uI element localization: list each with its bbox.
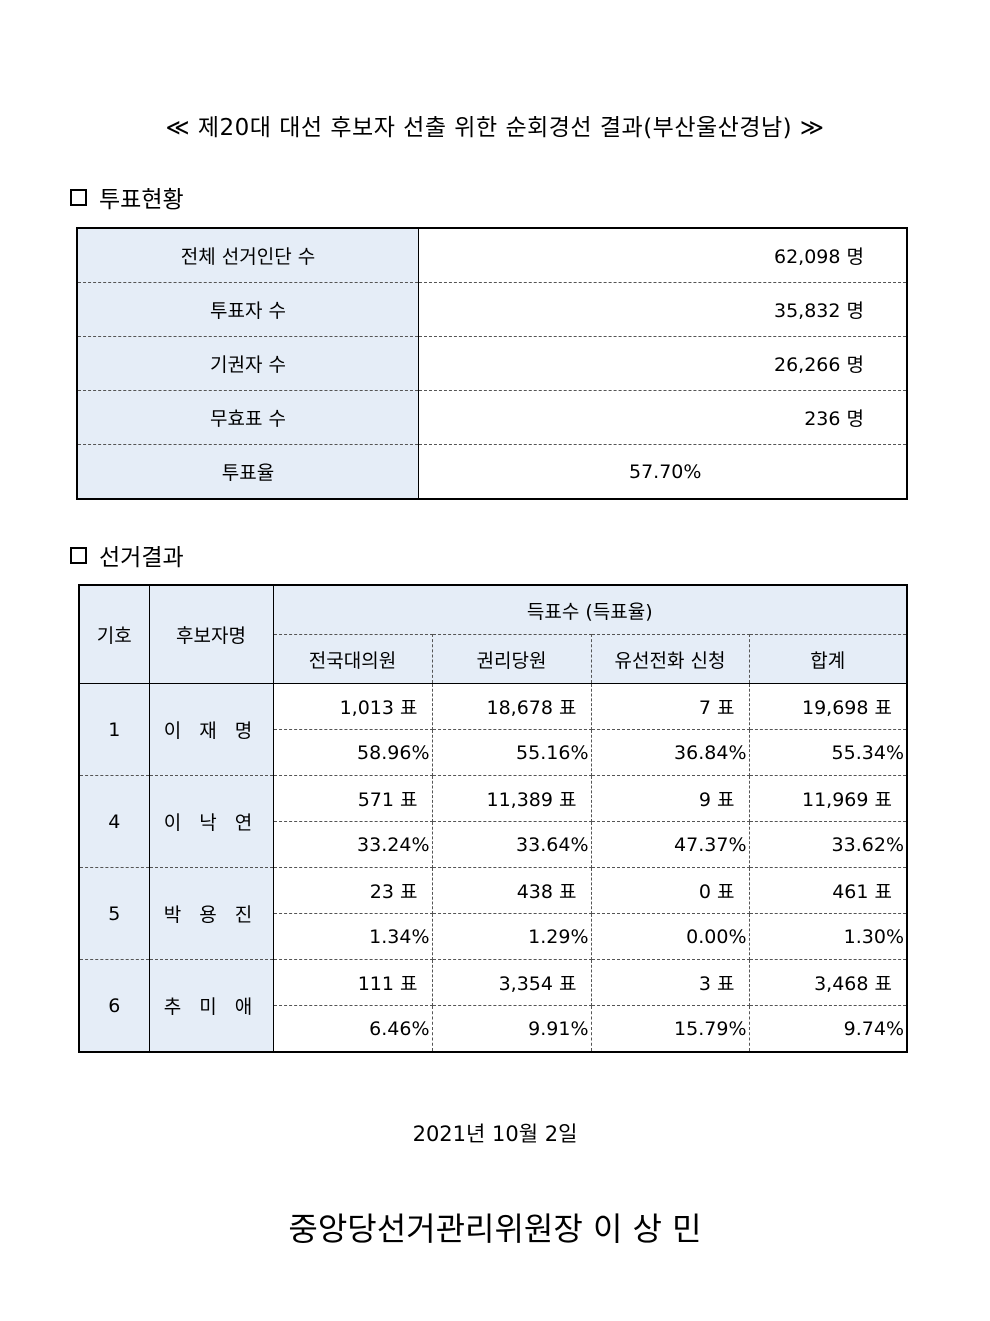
vote-percent: 55.34% [749,729,907,776]
candidate-number: 5 [79,867,150,960]
header-col: 합계 [749,634,907,684]
vote-percent: 6.46% [273,1005,433,1052]
vote-count: 3,354 표 [432,959,592,1006]
vote-count: 571 표 [273,775,433,822]
header-group: 득표수 (득표율) [273,585,907,635]
header-col: 유선전화 신청 [591,634,750,684]
percent-row: 1.34% 1.29% 0.00% 1.30% [79,913,907,960]
vote-percent: 33.24% [273,821,433,868]
vote-count: 18,678 표 [432,683,592,730]
vote-count: 3 표 [591,959,750,1006]
vote-percent: 9.74% [843,1017,904,1040]
candidate-name: 이 재 명 [149,683,274,776]
results-table: 기호 후보자명 득표수 (득표율) 전국대의원 권리당원 유선전화 신청 합계 … [78,584,908,1053]
header-name: 후보자명 [149,585,274,684]
checkbox-square-icon [70,546,87,564]
vote-percent: 55.16% [432,729,592,776]
header-number: 기호 [79,585,150,684]
vote-count: 9 표 [591,775,750,822]
vote-count: 19,698 표 [749,683,907,730]
candidate-number: 6 [79,959,150,1052]
table-row: 무효표 수 236 명 [77,390,907,445]
vote-percent: 33.62% [749,821,907,868]
vote-percent: 1.29% [432,913,592,960]
checkbox-square-icon [70,188,87,206]
candidate-number: 1 [79,683,150,776]
vote-count: 111 표 [273,959,433,1006]
vote-percent: 58.96% [273,729,433,776]
row-value: 236 명 [418,390,907,445]
turnout-table: 전체 선거인단 수 62,098 명 투표자 수 35,832 명 기권자 수 … [76,227,908,500]
vote-count: 7 표 [591,683,750,730]
percent-row: 33.24% 33.64% 47.37% 33.62% [79,821,907,868]
vote-count: 438 표 [432,867,592,914]
table-row: 기권자 수 26,266 명 [77,336,907,391]
signature: 중앙당선거관리위원장 이 상 민 [288,1210,702,1248]
row-value: 35,832 명 [418,282,907,337]
vote-percent: 47.37% [591,821,750,868]
candidate-name: 박 용 진 [149,867,274,960]
document-date: 2021년 10월 2일 [412,1122,578,1146]
row-label: 투표자 수 [77,282,419,337]
header-col: 전국대의원 [273,634,433,684]
vote-percent: 1.30% [749,913,907,960]
vote-count: 0 표 [591,867,750,914]
row-value: 62,098 명 [418,228,907,283]
document-title: ≪ 제20대 대선 후보자 선출 위한 순회경선 결과(부산울산경남) ≫ [165,115,825,141]
vote-count: 11,389 표 [432,775,592,822]
table-row: 투표자 수 35,832 명 [77,282,907,337]
percent-row: 58.96% 55.16% 36.84% 55.34% [79,729,907,776]
vote-count: 11,969 표 [749,775,907,822]
vote-percent: 15.79% [591,1005,750,1052]
section-heading-results: 선거결과 [70,538,184,572]
section-title: 투표현황 [99,187,184,213]
vote-count: 3,468 표 [749,959,907,1006]
row-label: 무효표 수 [77,390,419,445]
table-row: 전체 선거인단 수 62,098 명 [77,228,907,283]
candidate-name: 이 낙 연 [149,775,274,868]
candidate-name: 추 미 애 [149,959,274,1052]
header-col: 권리당원 [432,634,592,684]
candidate-number: 4 [79,775,150,868]
percent-row: 6.46% 9.91% 15.79% 9.74% [79,1005,907,1052]
vote-percent: 0.00% [591,913,750,960]
vote-percent: 9.91% [432,1005,592,1052]
vote-count: 23 표 [273,867,433,914]
row-value: 26,266 명 [418,336,907,391]
vote-percent: 1.34% [273,913,433,960]
section-title: 선거결과 [99,545,184,571]
vote-percent: 33.64% [432,821,592,868]
row-label: 기권자 수 [77,336,419,391]
row-value: 57.70% [629,460,702,483]
row-label: 투표율 [77,444,419,499]
section-heading-turnout: 투표현황 [70,180,184,214]
vote-percent: 36.84% [591,729,750,776]
vote-count: 1,013 표 [273,683,433,730]
row-label: 전체 선거인단 수 [77,228,419,283]
vote-count: 461 표 [749,867,907,914]
table-row: 투표율 57.70% [77,444,907,499]
